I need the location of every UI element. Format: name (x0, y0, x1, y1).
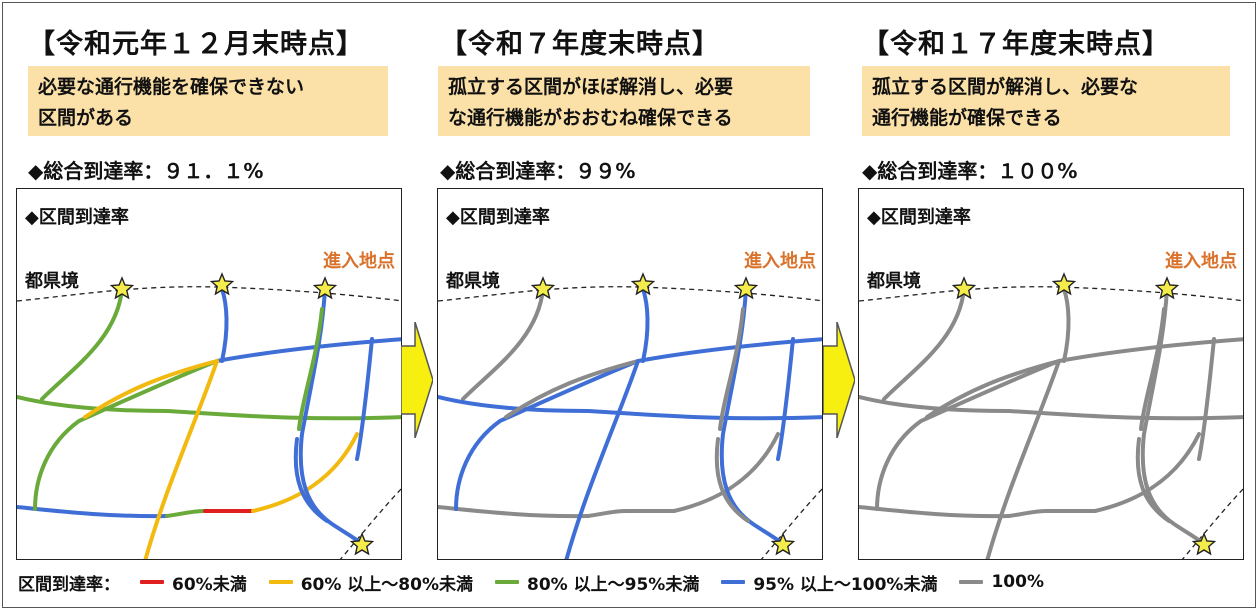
road-segment-lower-horizontal-mid (588, 511, 626, 516)
road-segment-lower-horizontal-mid (1009, 511, 1047, 516)
section-rate-label: ◆区間到達率 (25, 203, 129, 229)
progress-arrow-icon (823, 322, 855, 438)
road-segment-middle-horizontal (438, 397, 823, 418)
road-segment-lower-horizontal-left (438, 507, 588, 516)
panel-2-road-map: ◆区間到達率 都県境 進入地点 (437, 188, 823, 560)
road-segment-main-horizontal (217, 339, 402, 361)
road-network-svg (17, 189, 402, 560)
prefecture-border-label: 都県境 (446, 267, 500, 293)
road-segment-far-right (778, 339, 793, 459)
road-segment-center-vertical (643, 289, 648, 361)
boundary-line-bottom-right (1181, 487, 1244, 560)
panel-2-overall-rate: ◆総合到達率：９９% (440, 155, 635, 184)
road-segment-left-diagonal (463, 289, 543, 399)
panel-2-description-line-1: 孤立する区間がほぼ解消し、必要 (448, 72, 800, 103)
road-segment-middle-horizontal (17, 397, 402, 418)
legend-label-60-80: 60% 以上～80%未満 (301, 570, 473, 595)
progress-arrow-icon (401, 322, 433, 438)
road-segment-far-right (1199, 339, 1214, 459)
road-segment-lower-horizontal-left (859, 507, 1009, 516)
legend: 区間到達率： 60%未満 60% 以上～80%未満 80% 以上～95%未満 9… (18, 568, 1044, 596)
legend-item-100: 100% (959, 572, 1044, 592)
road-network-svg (859, 189, 1244, 560)
legend-item-under-60: 60%未満 (140, 570, 247, 595)
panel-3-overall-rate: ◆総合到達率：１００% (862, 155, 1077, 184)
road-segment-middle-horizontal (859, 397, 1244, 418)
road-segment-main-horizontal (1059, 339, 1244, 361)
road-network-svg (438, 189, 823, 560)
legend-swatch-yellow (269, 580, 293, 584)
road-segment-lower-horizontal-mid (167, 511, 205, 516)
boundary-line-bottom-right (760, 487, 823, 560)
legend-item-80-95: 80% 以上～95%未満 (495, 570, 699, 595)
legend-swatch-red (140, 580, 164, 584)
panel-3-description-line-2: 通行機能が確保できる (872, 103, 1220, 134)
panel-2-description: 孤立する区間がほぼ解消し、必要 な通行機能がおおむね確保できる (438, 66, 810, 136)
panel-2-description-line-2: な通行機能がおおむね確保できる (448, 103, 800, 134)
panel-1-road-map: ◆区間到達率 都県境 進入地点 (16, 188, 402, 560)
prefecture-border-label: 都県境 (25, 267, 79, 293)
entry-point-label: 進入地点 (323, 247, 395, 273)
entry-point-label: 進入地点 (744, 247, 816, 273)
road-segment-right-inner (1141, 309, 1164, 429)
road-segment-lower-horizontal-left (17, 507, 167, 516)
panel-3-road-map: ◆区間到達率 都県境 進入地点 (858, 188, 1244, 560)
panel-1-overall-rate: ◆総合到達率：９１．１% (28, 155, 263, 184)
road-segment-yellow-diagonal (145, 361, 217, 560)
road-segment-left-diagonal (884, 289, 964, 399)
legend-swatch-green (495, 580, 519, 584)
panel-2-title: 【令和７年度末時点】 (440, 22, 720, 61)
road-segment-right-inner (720, 309, 743, 429)
road-segment-center-vertical (222, 289, 227, 361)
road-segment-yellow-diagonal (566, 361, 638, 560)
road-segment-center-vertical (1064, 289, 1069, 361)
panel-3-description: 孤立する区間が解消し、必要な 通行機能が確保できる (862, 66, 1230, 136)
road-segment-yellow-diagonal (987, 361, 1059, 560)
panel-1-description-line-1: 必要な通行機能を確保できない (38, 72, 378, 103)
boundary-line-bottom-right (339, 487, 402, 560)
prefecture-border-label: 都県境 (867, 267, 921, 293)
legend-label-95-100: 95% 以上～100%未満 (753, 570, 937, 595)
legend-title: 区間到達率： (18, 570, 120, 595)
road-segment-left-diagonal (42, 289, 122, 399)
road-segment-far-right (357, 339, 372, 459)
legend-label-100: 100% (991, 572, 1044, 592)
legend-label-under-60: 60%未満 (172, 570, 247, 595)
panel-1-description: 必要な通行機能を確保できない 区間がある (28, 66, 388, 136)
legend-swatch-gray (959, 580, 983, 584)
entry-point-label: 進入地点 (1165, 247, 1237, 273)
panel-1-description-line-2: 区間がある (38, 103, 378, 134)
legend-swatch-blue (721, 580, 745, 584)
road-segment-right-inner (299, 309, 322, 429)
legend-item-95-100: 95% 以上～100%未満 (721, 570, 937, 595)
legend-item-60-80: 60% 以上～80%未満 (269, 570, 473, 595)
panel-3-title: 【令和１７年度末時点】 (862, 22, 1170, 61)
section-rate-label: ◆区間到達率 (867, 203, 971, 229)
legend-label-80-95: 80% 以上～95%未満 (527, 570, 699, 595)
section-rate-label: ◆区間到達率 (446, 203, 550, 229)
panel-1-title: 【令和元年１２月末時点】 (28, 22, 364, 61)
road-segment-main-horizontal (638, 339, 823, 361)
panel-3-description-line-1: 孤立する区間が解消し、必要な (872, 72, 1220, 103)
